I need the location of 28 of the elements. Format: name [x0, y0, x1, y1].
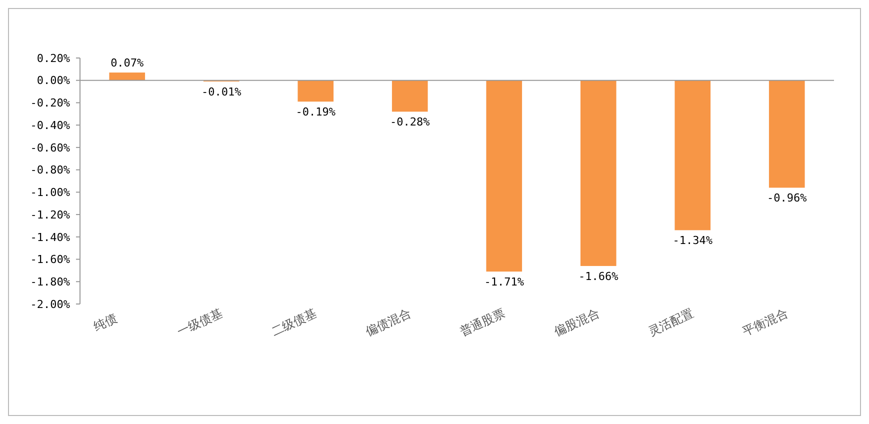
x-tick-label: 二级债基	[269, 306, 319, 339]
y-tick-label: 0.20%	[36, 52, 70, 65]
y-tick-label: -0.60%	[30, 141, 70, 154]
y-tick-label: -1.20%	[30, 208, 70, 222]
x-tick-label: 灵活配置	[646, 306, 696, 339]
data-label: -1.66%	[578, 270, 619, 283]
y-tick-label: -2.00%	[30, 298, 70, 311]
data-label: -0.96%	[767, 192, 808, 205]
y-tick-label: -1.00%	[30, 186, 70, 200]
data-label: 0.07%	[110, 56, 144, 70]
y-tick-label: 0.00%	[36, 74, 70, 88]
data-label: -1.71%	[484, 276, 524, 289]
data-label: -0.01%	[202, 85, 242, 98]
y-tick-label: -0.20%	[30, 96, 70, 110]
y-tick-label: -1.40%	[30, 230, 70, 244]
y-tick-label: -0.40%	[30, 118, 70, 132]
x-tick-label: 普通股票	[458, 306, 508, 339]
data-label: -1.34%	[672, 234, 713, 248]
x-tick-label: 偏债混合	[363, 306, 413, 339]
y-tick-label: -1.60%	[30, 253, 70, 266]
data-label: -0.19%	[296, 106, 336, 119]
x-tick-label: 一级债基	[174, 306, 224, 339]
x-tick-label: 平衡混合	[740, 306, 790, 339]
y-tick-label: -1.80%	[30, 275, 70, 288]
y-tick-label: -0.80%	[30, 164, 70, 177]
x-tick-label: 纯债	[92, 310, 120, 334]
x-tick-label: 偏股混合	[552, 306, 602, 339]
data-label: -0.28%	[390, 116, 430, 129]
